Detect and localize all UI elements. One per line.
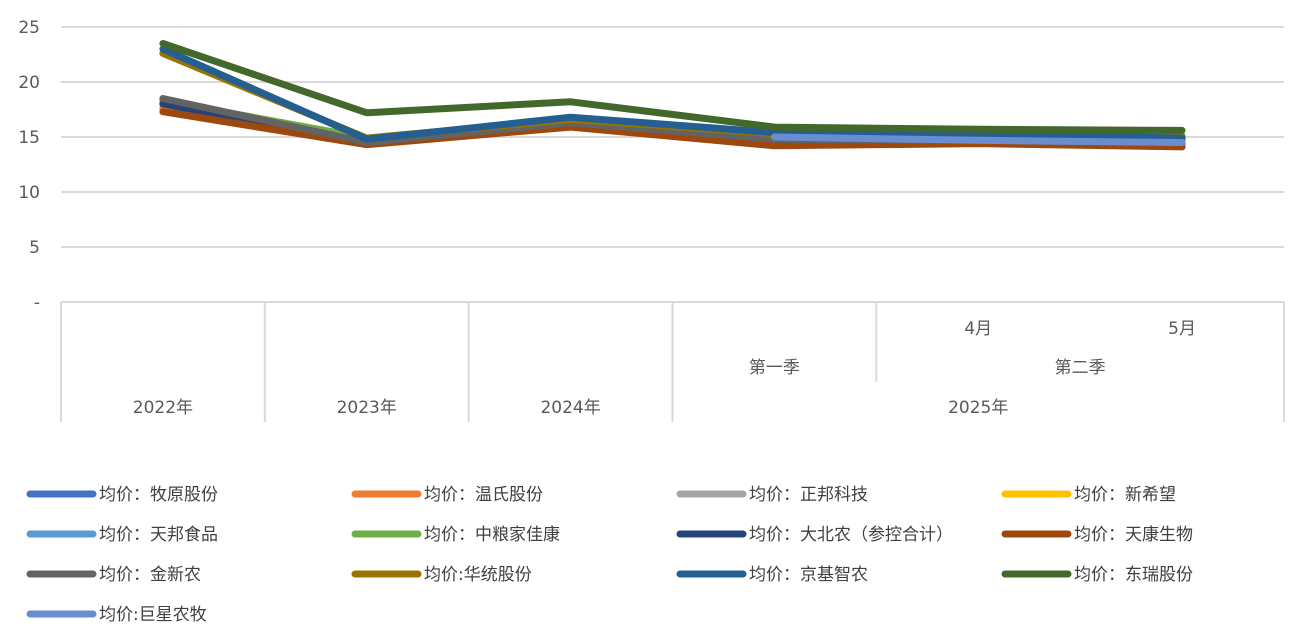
- legend-label: 均价：金新农: [99, 565, 201, 585]
- legend-label: 均价：中粮家佳康: [424, 525, 560, 545]
- legend-label: 均价：天康生物: [1074, 525, 1193, 545]
- y-tick-label: 10: [18, 183, 40, 203]
- x-year-label: 2022年: [133, 398, 193, 418]
- legend-item: 均价：新希望: [1001, 485, 1176, 505]
- x-year-label: 2024年: [540, 398, 600, 418]
- x-month-label: 4月: [964, 319, 992, 339]
- legend-label: 均价：京基智农: [749, 565, 868, 585]
- y-tick-label: 25: [18, 18, 40, 38]
- x-quarter-label: 第一季: [749, 358, 800, 378]
- x-year-label: 2025年: [948, 398, 1008, 418]
- legend-item: 均价：天邦食品: [26, 525, 218, 545]
- legend-label: 均价：大北农（参控合计）: [749, 525, 953, 545]
- legend-item: 均价：天康生物: [1001, 525, 1193, 545]
- y-axis-ticks: - 5 10 15 20 25: [18, 18, 40, 313]
- x-quarter-label: 第二季: [1055, 358, 1106, 378]
- legend-item: 均价：牧原股份: [26, 485, 218, 505]
- series-line-10: [159, 45, 1186, 143]
- legend-item: 均价:巨星农牧: [26, 605, 207, 625]
- series-line-12: [770, 133, 1186, 146]
- legend-item: 均价：正邦科技: [676, 485, 868, 505]
- series-lines: [159, 40, 1186, 151]
- legend-item: 均价：温氏股份: [351, 485, 543, 505]
- x-month-label: 5月: [1168, 319, 1196, 339]
- legend-item: 均价：金新农: [26, 565, 201, 585]
- y-tick-label: 15: [18, 128, 40, 148]
- legend-item: 均价：大北农（参控合计）: [676, 525, 953, 545]
- y-tick-label: 20: [18, 73, 40, 93]
- legend-label: 均价：新希望: [1074, 485, 1176, 505]
- series-line-11: [159, 40, 1186, 134]
- y-tick-label: -: [34, 293, 40, 313]
- legend-label: 均价：东瑞股份: [1074, 565, 1193, 585]
- legend-item: 均价：东瑞股份: [1001, 565, 1193, 585]
- y-tick-label: 5: [29, 238, 40, 258]
- legend-item: 均价：中粮家佳康: [351, 525, 560, 545]
- legend-label: 均价：正邦科技: [749, 485, 868, 505]
- legend-label: 均价：天邦食品: [99, 525, 218, 545]
- x-year-label: 2023年: [337, 398, 397, 418]
- legend-item: 均价：京基智农: [676, 565, 868, 585]
- legend-label: 均价:华统股份: [424, 565, 532, 585]
- legend-label: 均价：牧原股份: [99, 485, 218, 505]
- legend-label: 均价:巨星农牧: [99, 605, 207, 625]
- legend-item: 均价:华统股份: [351, 565, 532, 585]
- legend-label: 均价：温氏股份: [424, 485, 543, 505]
